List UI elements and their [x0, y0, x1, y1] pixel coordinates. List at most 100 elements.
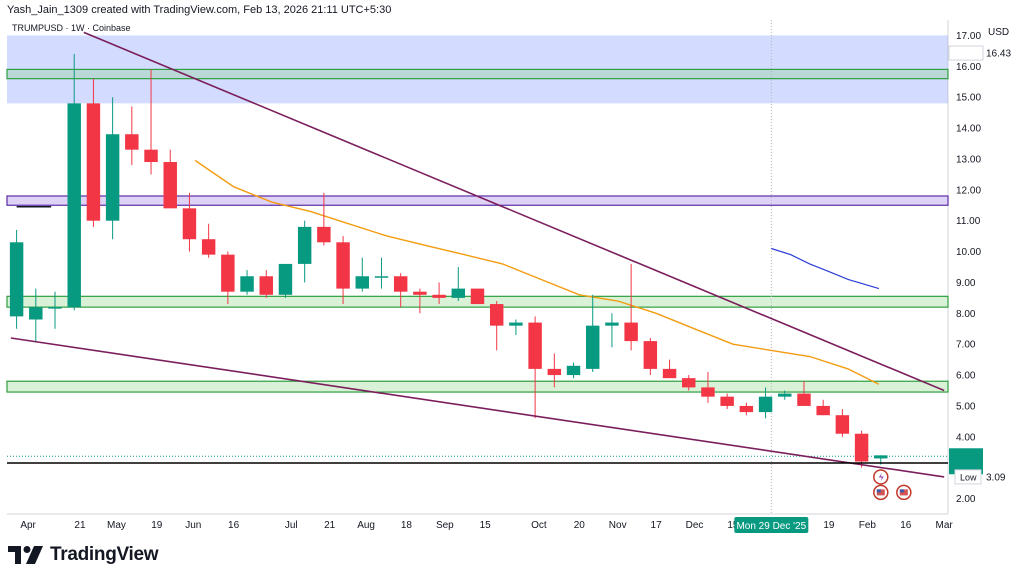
candle: [105, 97, 120, 240]
candle: [355, 257, 369, 292]
candle-body: [317, 226, 331, 243]
x-tick-label: 19: [151, 520, 163, 531]
candle-body: [566, 365, 581, 376]
candle: [758, 387, 773, 419]
candle: [9, 229, 24, 329]
candle: [67, 53, 81, 311]
candle-body: [701, 387, 715, 397]
candle-body: [528, 322, 542, 369]
candle-body: [758, 396, 773, 413]
candle-body: [259, 276, 273, 295]
candle: [432, 282, 446, 305]
candle: [393, 273, 408, 308]
candle-body: [48, 307, 62, 309]
currency-label: USD: [988, 27, 1009, 38]
candle: [739, 402, 754, 416]
candle-body: [355, 276, 369, 289]
candle-body: [278, 263, 293, 295]
candle: [816, 399, 830, 416]
flag-canton: [876, 489, 881, 493]
candle: [470, 288, 485, 305]
candle: [701, 371, 715, 403]
candle: [835, 409, 850, 437]
x-tick-label: 16: [900, 520, 912, 531]
x-tick-label: Dec: [686, 520, 704, 531]
candle-body: [778, 393, 792, 397]
candle-body: [67, 103, 81, 308]
candle: [413, 288, 427, 314]
candle-body: [816, 405, 830, 416]
candle-body: [29, 307, 43, 320]
candle-body: [336, 242, 350, 289]
chart-credit: Yash_Jain_1309 created with TradingView.…: [7, 4, 392, 16]
candle-body: [297, 226, 312, 264]
x-tick-label: 17: [651, 520, 663, 531]
candle: [489, 300, 504, 351]
y-tick-label: 6.00: [956, 371, 976, 382]
y-tick-label: 13.00: [956, 154, 981, 165]
high-value: 16.43: [986, 49, 1011, 60]
candle: [624, 263, 638, 351]
x-tick-label: 15: [727, 520, 739, 531]
x-tick-label: 21: [74, 520, 86, 531]
candle: [163, 149, 177, 209]
cursor-date-box: [734, 517, 809, 533]
x-tick-label: Mar: [936, 520, 954, 531]
y-tick-label: 4.00: [956, 432, 976, 443]
candle-body: [374, 276, 389, 278]
candle: [259, 270, 273, 298]
candle: [797, 381, 811, 406]
x-tick-label: 15: [480, 520, 492, 531]
y-tick-label: 2.00: [956, 494, 976, 505]
candle-body: [86, 103, 101, 221]
candle: [547, 353, 562, 388]
event-icon-lightning: [873, 469, 889, 485]
price-chart[interactable]: TRUMPUSD · 1W · CoinbaseUSD2.003.004.005…: [0, 0, 1024, 540]
green-zone-5-6: [6, 380, 949, 393]
candle: [48, 291, 62, 329]
brand-logo: TradingView: [8, 544, 159, 566]
cursor-date-label: Mon 29 Dec '25: [736, 521, 806, 532]
candle-body: [9, 242, 24, 317]
candle-body: [624, 322, 638, 342]
x-tick-label: Oct: [531, 520, 547, 531]
candle: [278, 263, 293, 298]
x-tick-label: 16: [228, 520, 240, 531]
x-tick-label: Sep: [436, 520, 454, 531]
candle: [509, 319, 523, 335]
x-tick-label: May: [107, 520, 126, 531]
candle-body: [105, 134, 120, 221]
candle-body: [470, 288, 485, 305]
candle: [125, 106, 139, 166]
candle: [29, 288, 43, 342]
candle: [682, 375, 696, 391]
candle-body: [240, 276, 254, 292]
candle-body: [125, 134, 139, 150]
candle: [240, 270, 254, 295]
candle: [528, 316, 542, 419]
candle-body: [874, 455, 888, 459]
current-price-value: 3.37: [985, 451, 1005, 462]
flag-event-icon: [873, 484, 889, 501]
candle-body: [547, 368, 562, 376]
candle: [778, 390, 792, 400]
y-tick-label: 17.00: [956, 31, 981, 42]
upper-trendline: [83, 31, 945, 392]
candle-body: [662, 368, 677, 379]
x-tick-label: 19: [823, 520, 835, 531]
y-tick-label: 5.00: [956, 401, 976, 412]
low-value: 3.09: [986, 472, 1006, 483]
x-tick-label: Aug: [357, 520, 375, 531]
tradingview-logo-icon: [8, 546, 43, 564]
x-tick-label: 18: [401, 520, 413, 531]
candle-body: [413, 291, 427, 295]
candle-body: [201, 239, 216, 255]
flag-event-icon: [896, 484, 912, 501]
x-tick-label: Jul: [285, 520, 298, 531]
candle-body: [835, 415, 850, 434]
candle: [144, 69, 158, 175]
candle: [201, 223, 216, 258]
candle: [182, 192, 197, 252]
current-price-countdown: 2d 9h: [985, 462, 1008, 472]
candle-body: [605, 322, 619, 326]
